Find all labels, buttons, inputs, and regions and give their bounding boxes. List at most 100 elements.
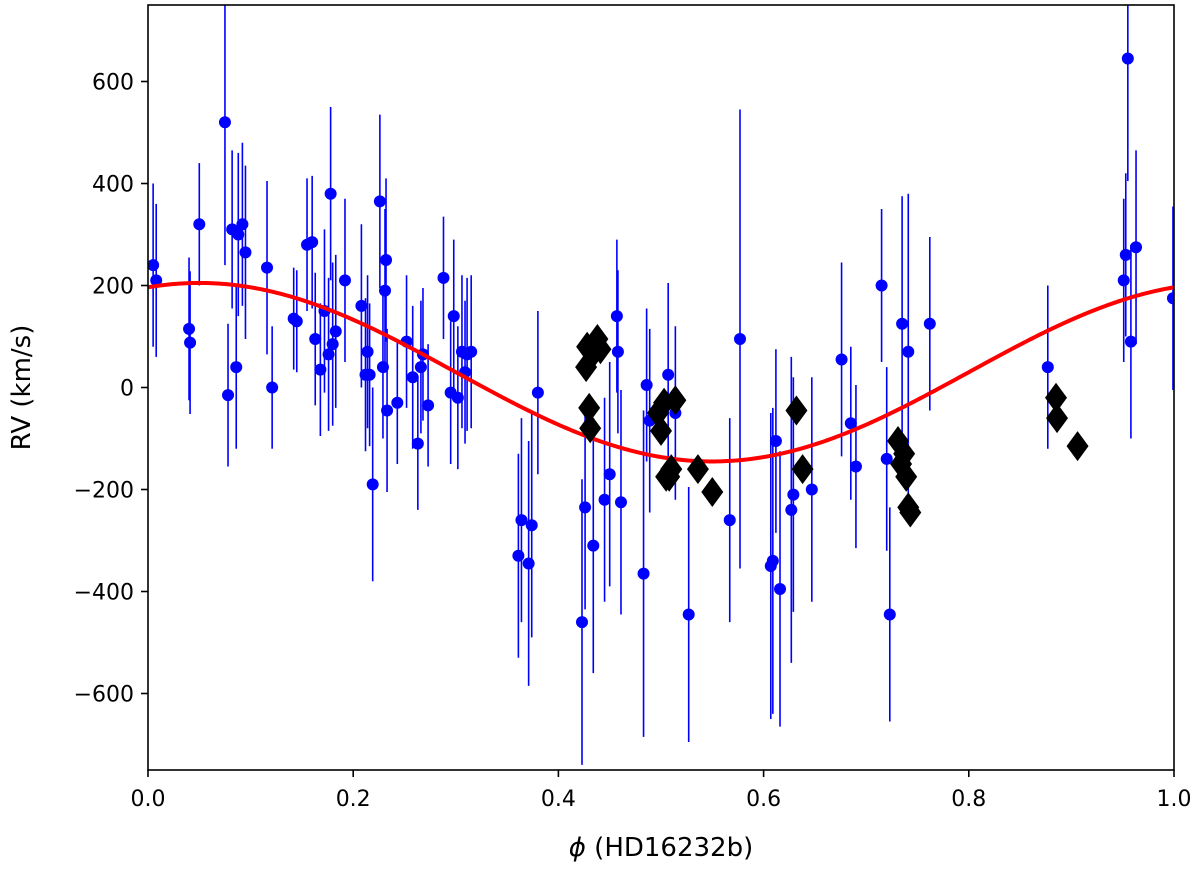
- data-point: [1130, 241, 1143, 254]
- data-point: [236, 218, 249, 231]
- data-point: [437, 271, 450, 284]
- data-point: [266, 381, 279, 394]
- data-point: [183, 322, 196, 335]
- data-point: [326, 338, 339, 351]
- y-axis: −600 −400 −200 0 200 400 600: [74, 71, 148, 708]
- data-point: [766, 554, 779, 567]
- data-point: [579, 501, 592, 514]
- data-point: [376, 361, 389, 374]
- data-point: [451, 391, 464, 404]
- data-point: [531, 386, 544, 399]
- data-point: [734, 333, 747, 346]
- x-axis-label-symbol: ϕ: [569, 833, 586, 863]
- data-point: [805, 483, 818, 496]
- data-point: [355, 299, 368, 312]
- data-point: [637, 567, 650, 580]
- model-curve: [148, 280, 1174, 464]
- data-point: [769, 435, 782, 448]
- diamond-point: [895, 461, 918, 492]
- data-point: [361, 345, 374, 358]
- x-tick-label: 0.6: [746, 787, 781, 812]
- data-point: [406, 371, 419, 384]
- data-point: [1119, 248, 1132, 261]
- diamond-point: [1046, 403, 1069, 434]
- data-point: [512, 549, 525, 562]
- data-point: [184, 336, 197, 349]
- data-point: [306, 236, 319, 249]
- data-point: [614, 496, 627, 509]
- y-tick-label: −600: [74, 683, 134, 708]
- data-point: [883, 608, 896, 621]
- data-point: [844, 417, 857, 430]
- data-point: [232, 228, 245, 241]
- data-point: [373, 195, 386, 208]
- data-point: [290, 315, 303, 328]
- data-point: [1124, 335, 1137, 348]
- plot-layer: [148, 5, 1174, 765]
- plot-background: [148, 5, 1174, 770]
- y-tick-label: 600: [92, 71, 134, 96]
- data-point: [148, 259, 160, 272]
- data-point: [525, 519, 538, 532]
- x-tick-label: 0.8: [951, 787, 986, 812]
- data-point: [239, 246, 252, 259]
- data-point: [422, 399, 435, 412]
- diamond-point: [664, 385, 687, 416]
- data-point: [261, 261, 274, 274]
- data-point: [1121, 52, 1134, 65]
- diamond-point: [791, 454, 814, 485]
- data-point: [662, 368, 675, 381]
- x-axis-label: ϕ (HD16232b): [569, 833, 754, 863]
- y-axis-label: RV (km/s): [7, 325, 37, 451]
- data-point: [314, 363, 327, 376]
- data-point: [366, 478, 379, 491]
- data-point: [414, 361, 427, 374]
- x-axis-label-text: (HD16232b): [586, 833, 753, 863]
- diamond-point: [1045, 382, 1068, 413]
- data-point: [309, 333, 322, 346]
- y-tick-label: −400: [74, 581, 134, 606]
- data-point: [575, 616, 588, 629]
- diamond-point: [686, 454, 709, 485]
- data-point: [785, 503, 798, 516]
- data-point: [324, 187, 337, 200]
- data-point: [1041, 361, 1054, 374]
- y-tick-label: 400: [92, 173, 134, 198]
- data-point: [218, 116, 231, 129]
- data-point: [835, 353, 848, 366]
- data-point: [610, 310, 623, 323]
- data-point: [1166, 292, 1174, 305]
- data-point: [598, 493, 611, 506]
- data-point: [787, 488, 800, 501]
- x-tick-label: 0.0: [131, 787, 166, 812]
- data-point: [880, 452, 893, 465]
- diamond-point: [701, 477, 724, 508]
- data-point: [896, 317, 909, 330]
- diamond-point: [785, 395, 808, 426]
- diamond-point: [893, 438, 916, 469]
- y-tick-label: −200: [74, 479, 134, 504]
- diamond-point: [660, 454, 683, 485]
- data-point: [150, 274, 163, 287]
- x-tick-label: 1.0: [1157, 787, 1192, 812]
- data-point: [381, 404, 394, 417]
- data-point: [322, 348, 335, 361]
- y-tick-label: 200: [92, 275, 134, 300]
- diamond-point: [1066, 431, 1089, 462]
- data-point: [380, 254, 393, 266]
- diamond-point: [589, 334, 612, 365]
- x-tick-label: 0.2: [336, 787, 371, 812]
- y-tick-label: 0: [120, 377, 134, 402]
- data-point: [222, 389, 235, 402]
- data-point: [411, 437, 424, 450]
- data-point: [447, 310, 460, 323]
- data-point: [587, 539, 600, 552]
- data-point: [902, 345, 915, 358]
- data-point: [640, 378, 653, 391]
- x-tick-label: 0.4: [541, 787, 576, 812]
- data-point: [603, 468, 616, 481]
- data-point: [363, 368, 376, 381]
- data-point: [611, 345, 624, 358]
